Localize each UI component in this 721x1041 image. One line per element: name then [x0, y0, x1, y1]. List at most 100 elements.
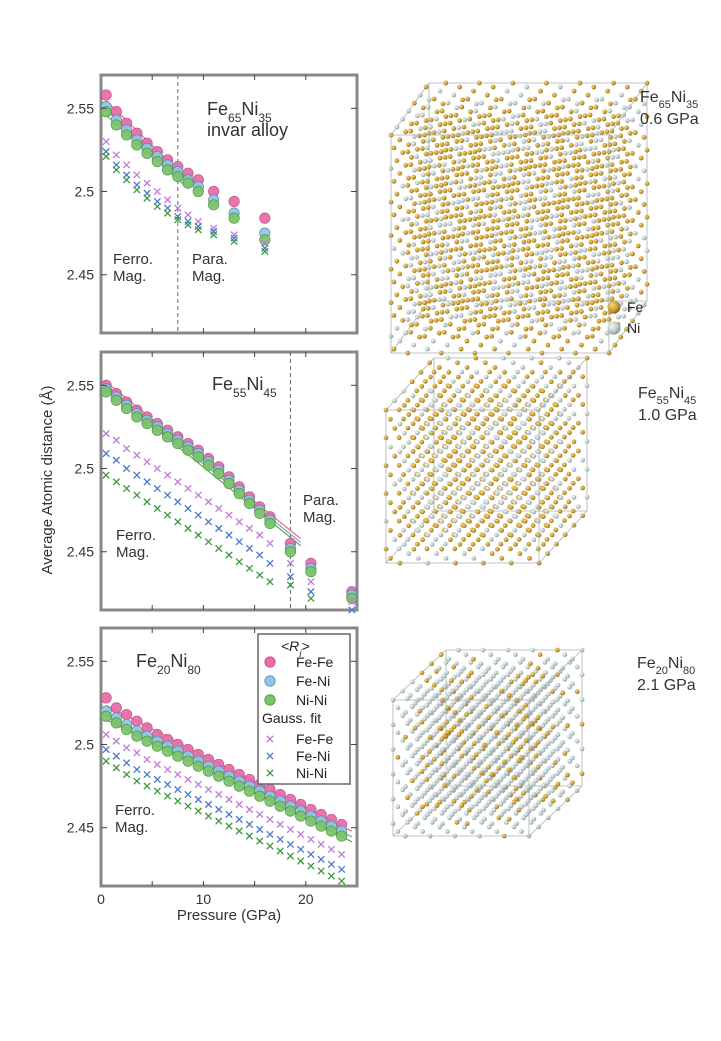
ni-atom — [554, 513, 559, 519]
fe-atom — [506, 693, 512, 698]
ni-atom — [521, 532, 527, 538]
ni-atom — [503, 770, 509, 776]
fe-atom — [537, 162, 543, 168]
ni-atom — [567, 183, 573, 189]
ni-atom — [543, 181, 549, 187]
data-point-x — [143, 458, 151, 466]
data-point-x — [122, 176, 131, 184]
ni-atom — [422, 691, 428, 697]
fe-atom — [627, 97, 633, 103]
ni-atom — [545, 755, 551, 761]
fe-atom — [554, 306, 560, 312]
ni-atom — [540, 747, 546, 753]
ni-atom — [429, 819, 435, 825]
fe-atom — [473, 235, 479, 241]
data-point-x — [153, 464, 161, 473]
ni-atom — [476, 181, 482, 187]
fe-atom — [443, 214, 449, 220]
ni-atom — [402, 709, 408, 715]
ni-atom — [414, 288, 419, 294]
ni-atom — [510, 764, 516, 770]
fe-atom — [484, 126, 490, 131]
ni-atom — [462, 285, 468, 290]
ni-atom — [412, 799, 418, 805]
ni-atom — [440, 722, 445, 728]
ni-atom — [492, 104, 498, 110]
fe-atom — [535, 310, 541, 316]
fe-atom — [475, 425, 481, 431]
y-tick-label: 2.45 — [67, 544, 94, 560]
ni-atom — [401, 541, 407, 547]
ni-atom — [484, 803, 489, 808]
ni-atom — [575, 504, 581, 509]
fe-atom — [470, 541, 476, 547]
fe-atom — [543, 188, 549, 194]
fe-atom — [451, 126, 457, 131]
ni-atom — [400, 217, 406, 223]
x-tick-label: 10 — [196, 891, 212, 907]
fe-atom — [423, 84, 429, 90]
fe-atom — [573, 249, 578, 255]
fe-atom — [565, 338, 570, 344]
ni-atom — [503, 745, 509, 751]
ni-atom — [540, 430, 546, 436]
fe-atom — [387, 528, 393, 533]
ni-atom — [520, 146, 526, 151]
fe-atom — [527, 231, 533, 237]
fe-atom — [509, 154, 515, 160]
ni-atom — [485, 402, 491, 408]
fe-atom — [433, 481, 439, 487]
ni-atom — [483, 669, 489, 674]
ni-atom — [440, 771, 445, 777]
ni-atom — [518, 793, 524, 799]
fe-atom — [481, 120, 487, 126]
ni-atom — [489, 747, 495, 752]
data-point-x — [174, 216, 182, 224]
ni-atom — [557, 84, 563, 90]
fe-atom — [508, 296, 514, 302]
ni-atom — [533, 704, 539, 709]
ni-atom — [560, 715, 566, 721]
ni-atom — [452, 808, 458, 814]
ni-atom — [476, 255, 481, 261]
fe-atom — [406, 523, 412, 529]
fe-atom — [530, 495, 536, 501]
fe-atom — [468, 142, 473, 148]
ni-atom — [514, 254, 520, 260]
fe-atom — [540, 797, 546, 803]
fe-atom — [420, 273, 426, 278]
fe-atom — [610, 121, 616, 127]
data-point-x — [215, 790, 223, 799]
fe-atom — [427, 325, 433, 331]
ni-atom — [467, 250, 473, 256]
y-axis-label: Average Atomic distance (Å) — [39, 386, 56, 575]
fe-atom — [556, 333, 562, 339]
fe-atom — [565, 170, 570, 176]
fe-atom — [414, 388, 419, 394]
ni-atom — [510, 715, 516, 721]
ni-atom — [521, 765, 526, 771]
ni-atom — [523, 259, 529, 265]
ni-atom — [570, 330, 576, 336]
ni-atom — [545, 741, 551, 747]
fe-atom — [459, 803, 465, 808]
ni-atom — [457, 514, 463, 519]
fe-atom — [460, 231, 465, 237]
ni-atom — [438, 676, 444, 682]
fe-atom — [574, 201, 580, 207]
ni-atom — [591, 252, 597, 258]
ni-atom — [462, 184, 468, 190]
ni-atom — [557, 285, 563, 291]
ni-atom — [436, 764, 442, 770]
fe-atom — [527, 555, 532, 561]
ni-atom — [541, 733, 546, 739]
render-label-pressure: 1.0 GPa — [638, 407, 697, 424]
fe-atom — [484, 267, 489, 273]
data-point-x — [256, 825, 264, 834]
fe-atom — [459, 728, 465, 734]
data-point-x — [204, 812, 213, 820]
fe-atom — [535, 176, 541, 182]
ni-atom — [526, 205, 532, 211]
ni-atom — [489, 300, 495, 306]
fe-atom — [499, 555, 505, 561]
